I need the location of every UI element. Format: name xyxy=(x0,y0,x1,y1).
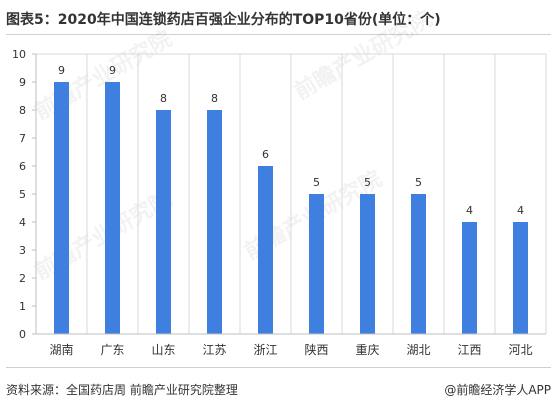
chart-title: 图表5：2020年中国连锁药店百强企业分布的TOP10省份(单位：个) xyxy=(6,12,441,28)
bar xyxy=(156,110,171,334)
axes-layer: 0 1 2 3 4 5 6 7 8 9 10 xyxy=(12,48,546,341)
labels-layer: 9 湖南 9 广东 8 山东 8 江苏 6 浙江 5 陕西 5 重庆 5 湖北 4 江西 4 河北 xyxy=(49,64,532,357)
y-tick-label: 7 xyxy=(19,132,26,145)
watermark-text: 前瞻产业研究院 xyxy=(30,26,176,126)
bar xyxy=(513,222,528,334)
bars-layer xyxy=(54,82,528,334)
x-tick-label: 河北 xyxy=(508,343,532,357)
x-tick-label: 浙江 xyxy=(253,343,277,357)
data-label: 8 xyxy=(160,92,167,105)
bar xyxy=(207,110,222,334)
y-tick-label: 6 xyxy=(19,160,26,173)
y-tick-label: 5 xyxy=(19,188,26,201)
y-tick-label: 9 xyxy=(19,76,26,89)
watermark-layer: 前瞻产业研究院前瞻产业研究院前瞻产业研究院前瞻产业研究院 xyxy=(30,6,436,286)
title-divider xyxy=(6,34,551,35)
data-label: 9 xyxy=(109,64,116,77)
data-label: 9 xyxy=(58,64,65,77)
data-label: 6 xyxy=(262,148,269,161)
x-tick-label: 陕西 xyxy=(304,342,328,357)
bar xyxy=(54,82,69,334)
x-tick-label: 广东 xyxy=(100,343,124,357)
bar-chart: 前瞻产业研究院前瞻产业研究院前瞻产业研究院前瞻产业研究院 9 湖南 9 广东 8 山东 8 江… xyxy=(12,6,547,357)
x-tick-label: 湖南 xyxy=(49,342,73,357)
grid-layer xyxy=(36,53,547,334)
y-tick-label: 3 xyxy=(19,244,26,257)
x-tick-label: 江苏 xyxy=(202,343,226,357)
watermark-text: 前瞻产业研究院 xyxy=(290,6,436,106)
x-tick-label: 湖北 xyxy=(406,342,430,357)
x-tick-label: 重庆 xyxy=(355,343,379,357)
y-tick-label: 8 xyxy=(19,104,26,117)
y-tick-label: 0 xyxy=(19,328,26,341)
data-label: 5 xyxy=(364,176,371,189)
y-tick-label: 10 xyxy=(12,48,26,61)
bar xyxy=(309,194,324,334)
source-note: 资料来源：全国药店周 前瞻产业研究院整理 xyxy=(6,383,238,397)
bar xyxy=(411,194,426,334)
y-tick-label: 2 xyxy=(19,272,26,285)
data-label: 8 xyxy=(211,92,218,105)
y-tick-label: 1 xyxy=(19,300,26,313)
footer-divider xyxy=(6,367,551,368)
data-label: 5 xyxy=(313,176,320,189)
bar xyxy=(462,222,477,334)
y-tick-label: 4 xyxy=(19,216,26,229)
watermark-text: 前瞻产业研究院 xyxy=(30,186,176,286)
credit-note: @前瞻经济学人APP xyxy=(444,383,551,397)
x-tick-label: 山东 xyxy=(151,343,175,357)
bar xyxy=(105,82,120,334)
bar xyxy=(258,166,273,334)
x-tick-label: 江西 xyxy=(457,343,481,357)
data-label: 4 xyxy=(517,204,524,217)
data-label: 4 xyxy=(466,204,473,217)
data-label: 5 xyxy=(415,176,422,189)
bar xyxy=(360,194,375,334)
